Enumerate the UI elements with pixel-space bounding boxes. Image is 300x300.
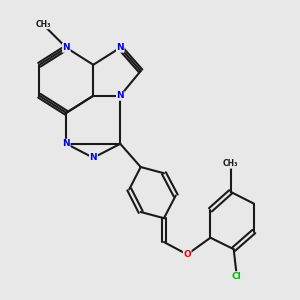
Text: N: N xyxy=(89,153,97,162)
Text: Cl: Cl xyxy=(232,272,242,280)
Text: N: N xyxy=(116,43,124,52)
Text: N: N xyxy=(62,43,70,52)
Text: N: N xyxy=(116,91,124,100)
Text: O: O xyxy=(183,250,191,259)
Text: CH₃: CH₃ xyxy=(223,159,238,168)
Text: N: N xyxy=(89,153,97,162)
Text: CH₃: CH₃ xyxy=(35,20,51,29)
Text: N: N xyxy=(62,139,70,148)
